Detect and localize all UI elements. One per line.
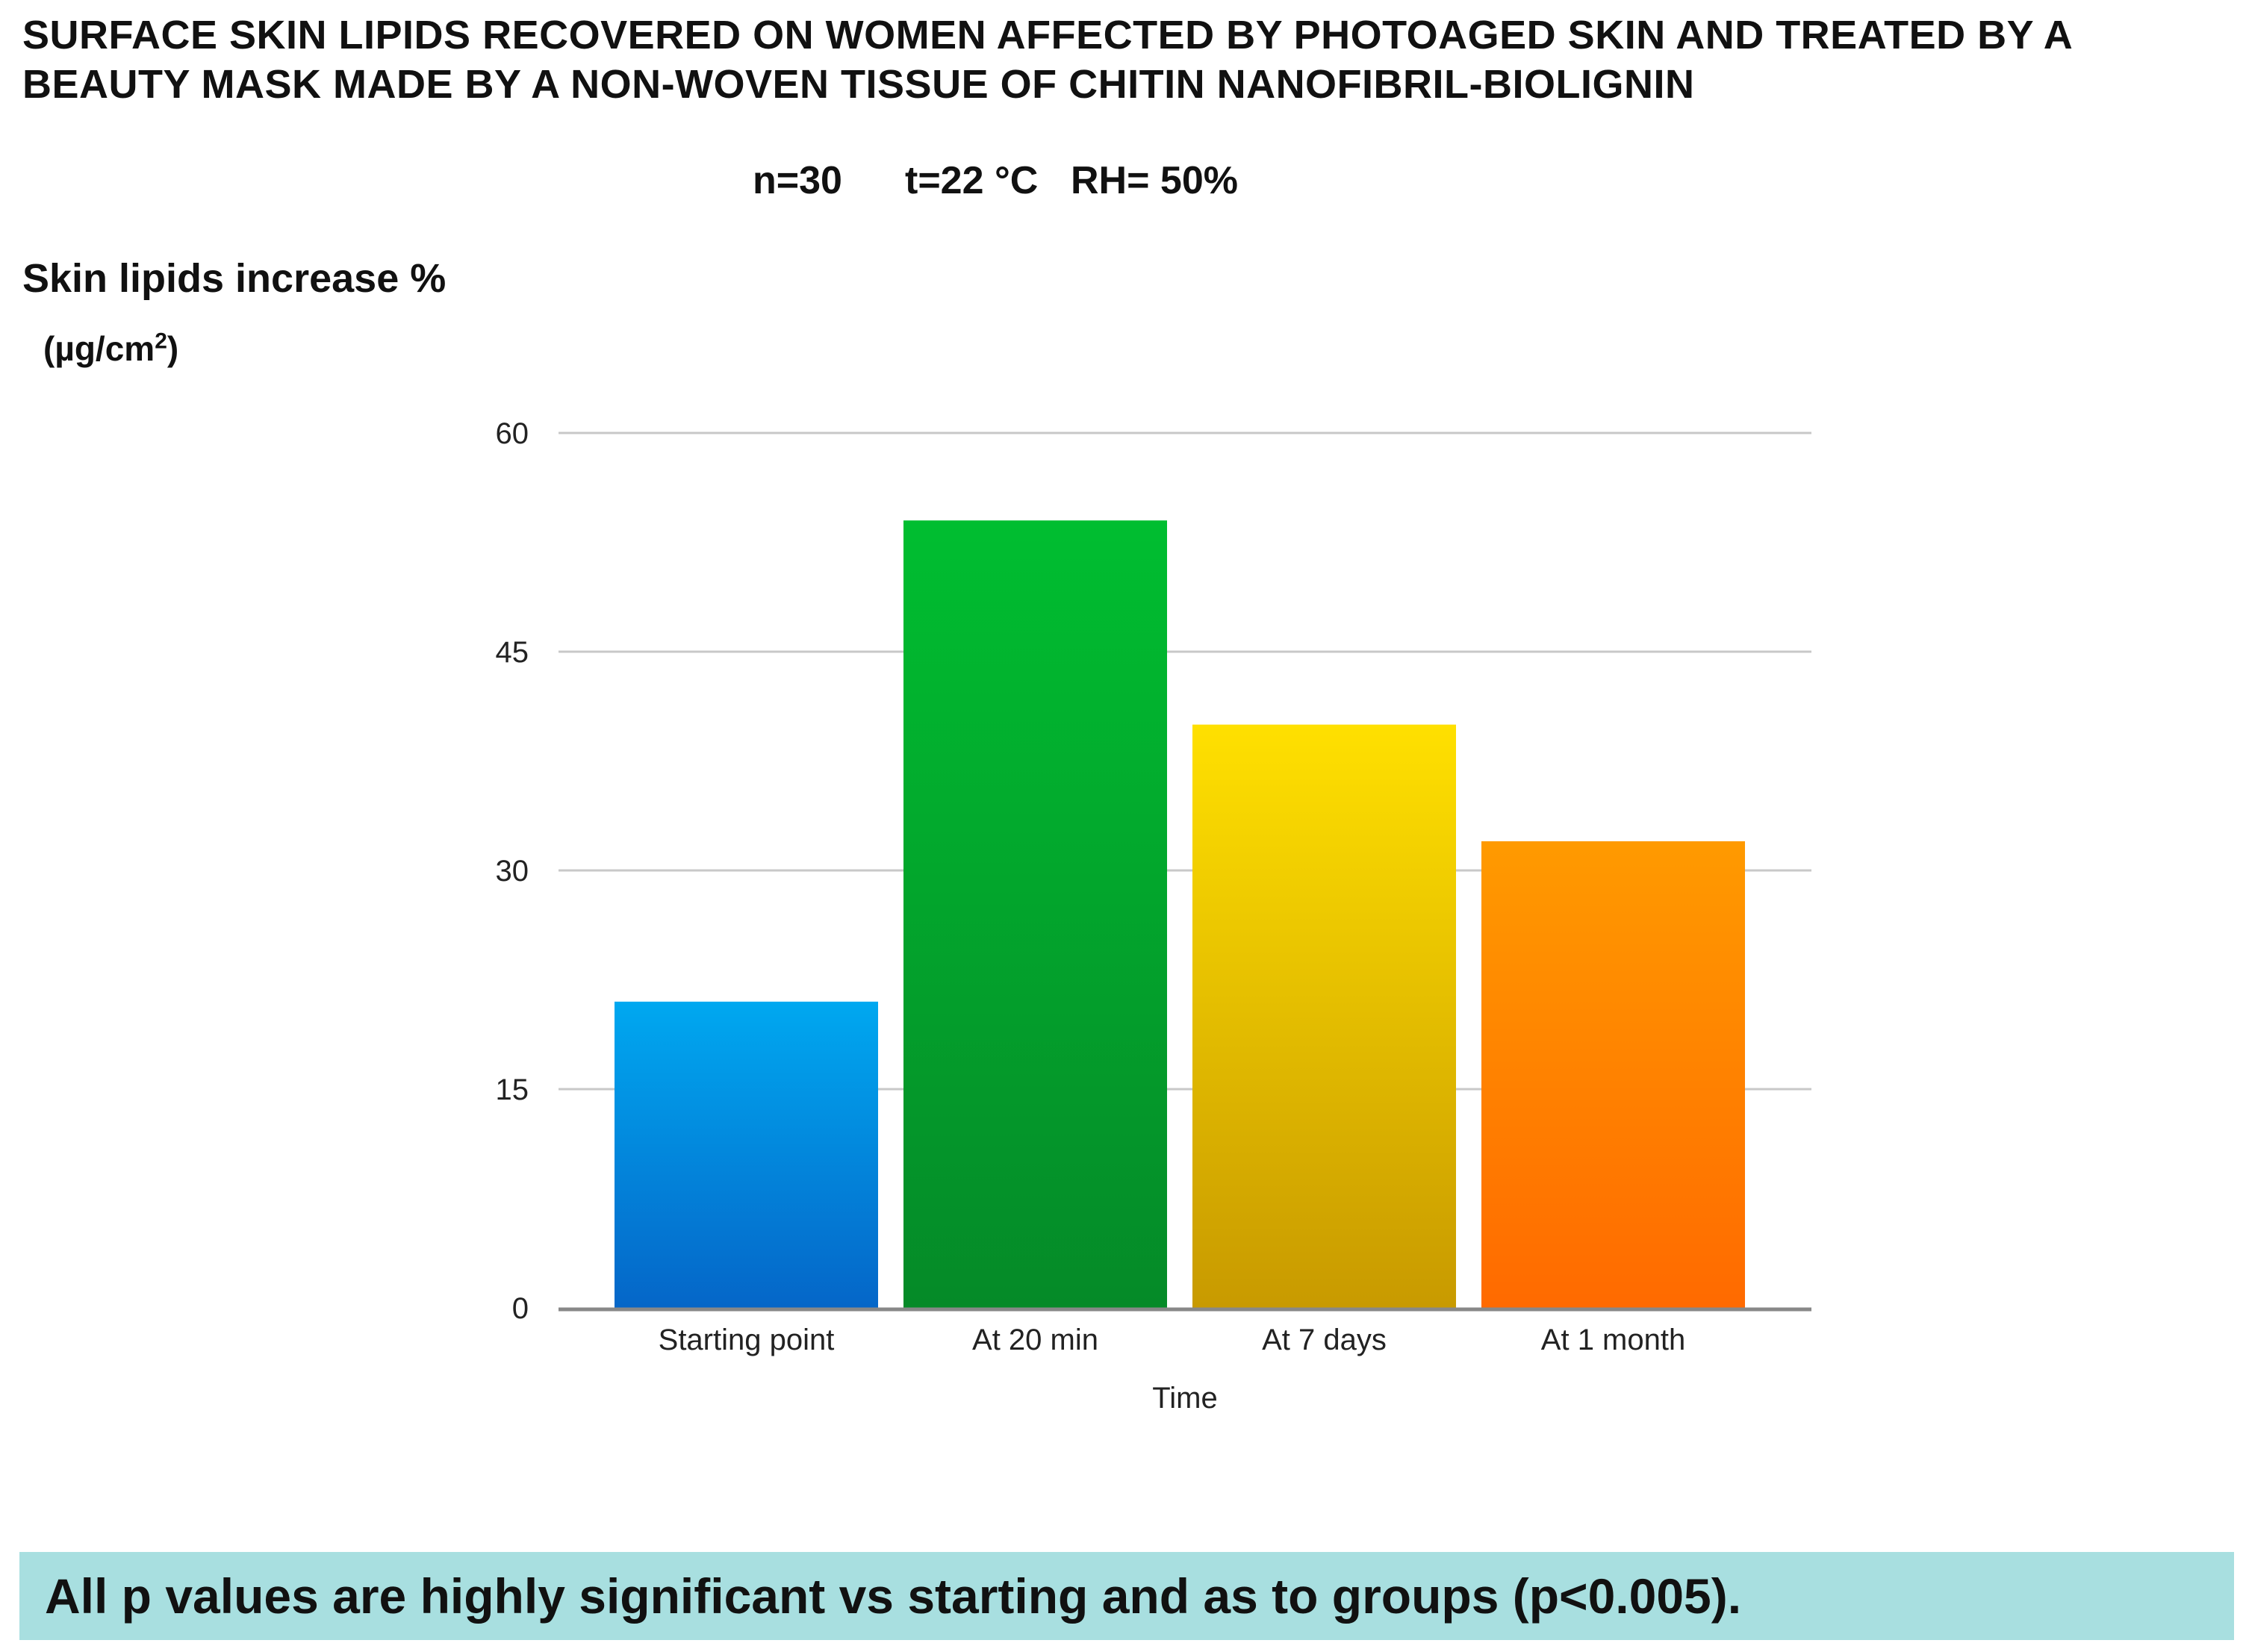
condition-sample-size: n=30	[753, 159, 842, 202]
chart-title-line-1: SURFACE SKIN LIPIDS RECOVERED ON WOMEN A…	[22, 13, 2074, 57]
y-tick-label: 0	[512, 1292, 529, 1325]
x-tick-label: At 1 month	[1541, 1324, 1685, 1356]
chart-title-line-2: BEAUTY MASK MADE BY A NON-WOVEN TISSUE O…	[22, 62, 1695, 107]
x-tick-label: Starting point	[659, 1324, 835, 1356]
y-tick-label: 60	[496, 417, 529, 450]
x-tick-label: At 20 min	[972, 1324, 1098, 1356]
y-tick-labels: 0 15 30 45 60	[496, 417, 529, 1325]
bar-chart: 0 15 30 45 60 Starting point At 20 min At 7 da…	[496, 417, 1811, 1415]
y-axis-unit: (µg/cm2)	[43, 328, 178, 369]
x-axis-title: Time	[1152, 1382, 1217, 1415]
bars	[615, 520, 1745, 1309]
y-tick-label: 45	[496, 636, 529, 669]
x-tick-labels: Starting point At 20 min At 7 days At 1 mon…	[659, 1324, 1686, 1356]
y-axis-label: Skin lipids increase %	[22, 256, 447, 301]
bar-at-7-days	[1192, 724, 1456, 1308]
significance-footnote: All p values are highly significant vs s…	[19, 1552, 2234, 1640]
y-tick-label: 30	[496, 855, 529, 888]
y-tick-label: 15	[496, 1073, 529, 1106]
condition-temperature: t=22 °C	[905, 159, 1039, 202]
bar-starting-point	[615, 1001, 878, 1308]
chart-title: SURFACE SKIN LIPIDS RECOVERED ON WOMEN A…	[22, 10, 2225, 109]
bar-at-20-min	[903, 520, 1167, 1309]
y-axis-unit-superscript: 2	[155, 328, 167, 354]
condition-humidity: RH= 50%	[1071, 159, 1238, 202]
y-axis-unit-suffix: )	[167, 329, 179, 368]
y-axis-unit-prefix: (µg/cm	[43, 329, 155, 368]
x-tick-label: At 7 days	[1262, 1324, 1387, 1356]
bar-at-1-month	[1481, 841, 1745, 1308]
